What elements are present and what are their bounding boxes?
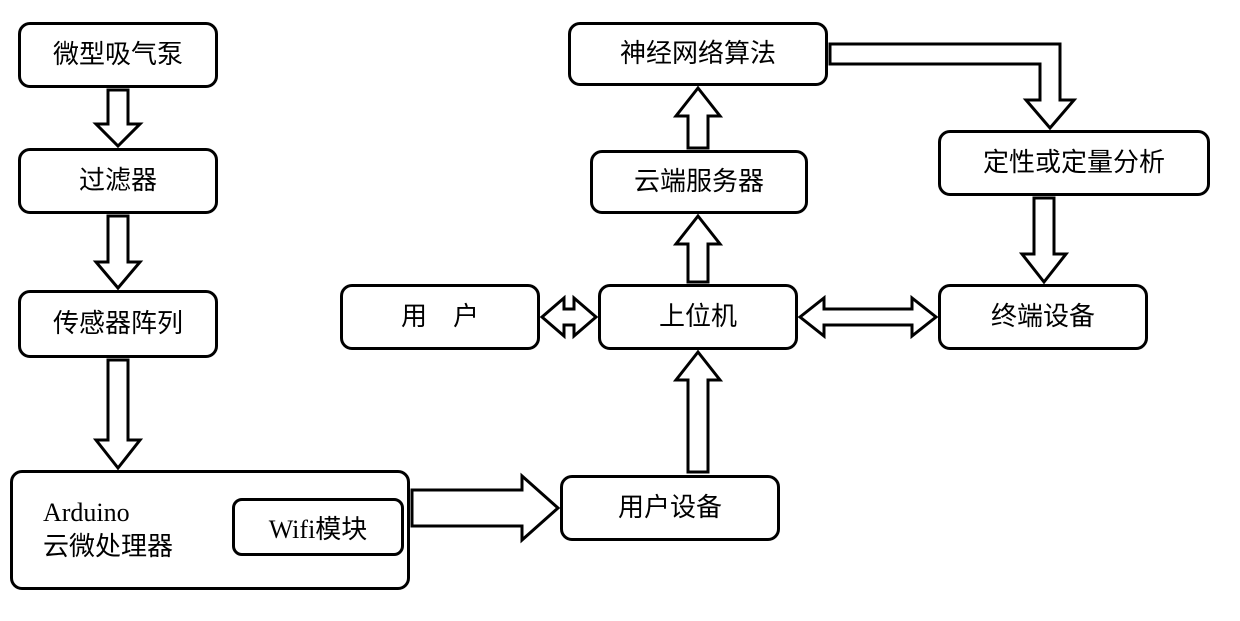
arrow-host-cloud xyxy=(676,216,720,282)
node-label: 神经网络算法 xyxy=(620,37,776,71)
node-label: 终端设备 xyxy=(991,300,1095,334)
node-user: 用 户 xyxy=(340,284,540,350)
node-label: 云端服务器 xyxy=(634,165,764,199)
node-sensor: 传感器阵列 xyxy=(18,290,218,358)
arrow-nn-analysis xyxy=(830,44,1074,128)
node-label: 过滤器 xyxy=(79,164,157,198)
node-cloud: 云端服务器 xyxy=(590,150,808,214)
node-label: 定性或定量分析 xyxy=(983,146,1165,180)
node-label: Arduino 云微处理器 xyxy=(43,496,173,564)
node-label: 用 户 xyxy=(401,300,479,334)
node-label: Wifi模块 xyxy=(269,509,368,546)
node-wifi: Wifi模块 xyxy=(232,498,404,556)
arrow-pump-filter xyxy=(96,90,140,146)
arrow-userdev-host xyxy=(676,352,720,472)
node-analysis: 定性或定量分析 xyxy=(938,130,1210,196)
node-terminal: 终端设备 xyxy=(938,284,1148,350)
node-label: 传感器阵列 xyxy=(53,307,183,341)
node-label: 微型吸气泵 xyxy=(53,38,183,72)
arrow-filter-sensor xyxy=(96,216,140,288)
node-host: 上位机 xyxy=(598,284,798,350)
arrow-cloud-nn xyxy=(676,88,720,148)
arrow-user-host xyxy=(542,295,596,339)
node-filter: 过滤器 xyxy=(18,148,218,214)
node-label: 用户设备 xyxy=(618,491,722,525)
node-label: 上位机 xyxy=(659,300,737,334)
node-pump: 微型吸气泵 xyxy=(18,22,218,88)
arrow-sensor-arduino xyxy=(96,360,140,468)
node-userdev: 用户设备 xyxy=(560,475,780,541)
arrow-arduino-userdev xyxy=(412,476,558,540)
arrow-host-terminal xyxy=(800,298,936,336)
arrow-analysis-terminal xyxy=(1022,198,1066,282)
node-nn: 神经网络算法 xyxy=(568,22,828,86)
